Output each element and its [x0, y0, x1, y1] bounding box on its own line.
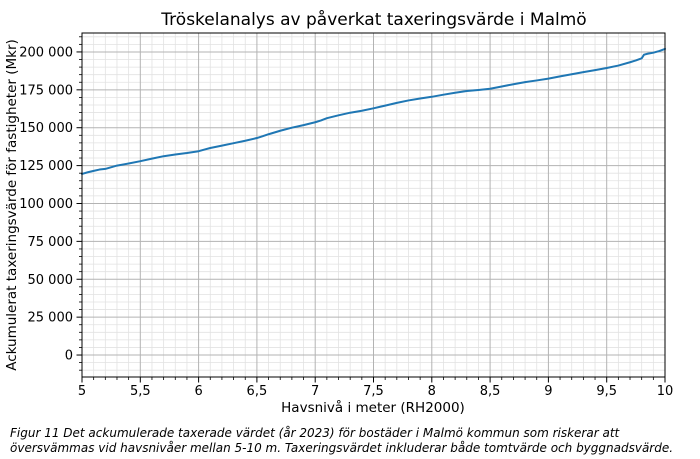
- tick-labels: 5 5,5 6 6,5 7 7,5 8 8,5 9 9,5 10 0 25 000 50 000 75 00…: [19, 45, 673, 399]
- svg-text:5,5: 5,5: [130, 384, 151, 399]
- svg-text:200 000: 200 000: [19, 45, 73, 60]
- svg-text:150 000: 150 000: [19, 121, 73, 136]
- svg-text:25 000: 25 000: [28, 311, 74, 326]
- chart-title: Tröskelanalys av påverkat taxeringsvärde…: [160, 9, 586, 30]
- axis-ticks: [76, 36, 666, 383]
- x-axis-label: Havsnivå i meter (RH2000): [281, 399, 465, 416]
- y-axis-label: Ackumulerat taxeringsvärde för fastighet…: [4, 39, 20, 371]
- svg-text:5: 5: [78, 384, 86, 399]
- svg-text:6: 6: [194, 384, 202, 399]
- svg-text:175 000: 175 000: [19, 83, 73, 98]
- svg-text:7,5: 7,5: [363, 384, 384, 399]
- svg-text:8,5: 8,5: [480, 384, 501, 399]
- svg-text:6,5: 6,5: [247, 384, 268, 399]
- svg-text:75 000: 75 000: [28, 235, 74, 250]
- grid-major-lines: [81, 33, 666, 377]
- svg-text:0: 0: [65, 349, 73, 364]
- svg-text:9: 9: [544, 384, 552, 399]
- svg-text:7: 7: [311, 384, 319, 399]
- svg-text:8: 8: [428, 384, 436, 399]
- svg-text:10: 10: [657, 384, 674, 399]
- svg-text:50 000: 50 000: [28, 273, 74, 288]
- data-line: [81, 47, 666, 175]
- svg-text:100 000: 100 000: [19, 197, 73, 212]
- line-chart: 5 5,5 6 6,5 7 7,5 8 8,5 9 9,5 10 0 25 000 50 000 75 00…: [4, 9, 673, 416]
- svg-text:125 000: 125 000: [19, 159, 73, 174]
- svg-text:9,5: 9,5: [596, 384, 617, 399]
- figure-caption: Figur 11 Det ackumulerade taxerade värde…: [10, 426, 674, 455]
